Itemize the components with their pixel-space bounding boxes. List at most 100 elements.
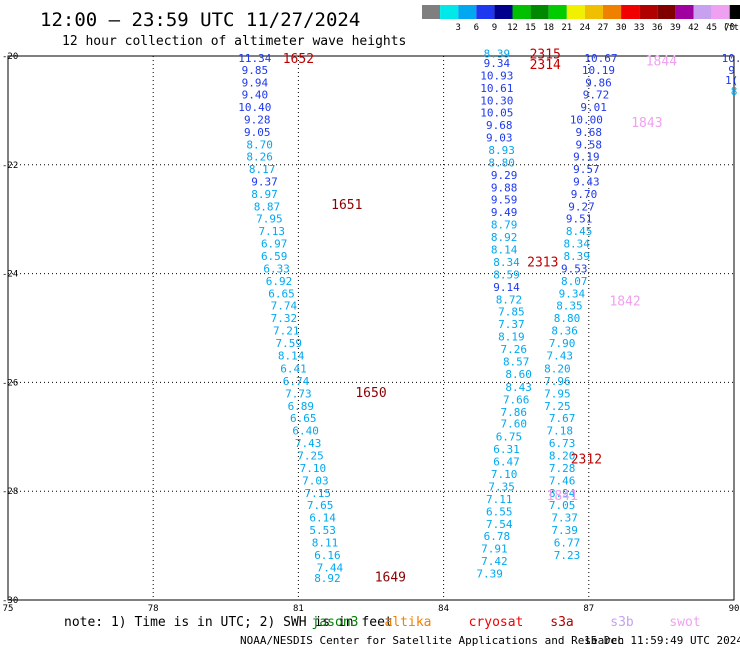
- legend-swatch: [494, 5, 513, 19]
- y-tick-label: -26: [2, 378, 18, 388]
- wave-height-value: 9.68: [486, 119, 513, 132]
- legend-label: 30: [616, 23, 627, 33]
- wave-height-value: 7.10: [300, 462, 327, 475]
- wave-height-value: 9.14: [493, 281, 520, 294]
- wave-height-value: 8.57: [503, 356, 530, 369]
- wave-height-value: 8.92: [314, 572, 341, 585]
- wave-height-value: 8.19: [498, 331, 525, 344]
- wave-height-value: 8.80: [554, 312, 581, 325]
- wave-height-value: 6.33: [263, 263, 290, 276]
- legend-label: 21: [561, 23, 572, 33]
- wave-height-value: 6.14: [309, 511, 336, 524]
- wave-height-value: 8.60: [505, 368, 532, 381]
- wave-height-value: 8.34: [493, 256, 520, 269]
- wave-height-value: 9.57: [573, 163, 600, 176]
- legend-label: 42: [688, 23, 699, 33]
- legend-swatch: [603, 5, 622, 19]
- wave-height-value: 6.73: [549, 437, 576, 450]
- wave-height-value: 7.85: [498, 306, 525, 319]
- wave-height-value: 7.66: [503, 393, 530, 406]
- wave-height-value: 9.70: [571, 188, 598, 201]
- wave-height-value: 6.89: [288, 400, 315, 413]
- wave-height-value: 10.30: [480, 95, 513, 108]
- pass-time-label: 1652: [283, 52, 314, 67]
- wave-height-value: 7.46: [549, 474, 576, 487]
- legend-label: 39: [670, 23, 681, 33]
- x-tick-label: 90: [729, 604, 740, 614]
- footer-credit: NOAA/NESDIS Center for Satellite Applica…: [240, 634, 624, 647]
- wave-height-value: 7.95: [544, 387, 571, 400]
- wave-height-value: 8.14: [491, 244, 518, 257]
- satellite-swot: swot: [669, 615, 700, 630]
- legend-swatch: [530, 5, 549, 19]
- satellite-s3a: s3a: [550, 615, 573, 630]
- wave-height-value: 7.39: [551, 524, 578, 537]
- wave-height-value: 7.65: [307, 499, 334, 512]
- legend-label: 3: [455, 23, 460, 33]
- wave-height-value: 9.40: [242, 89, 269, 102]
- wave-height-value: 6.75: [496, 430, 523, 443]
- legend-swatch: [693, 5, 712, 19]
- legend-swatch: [548, 5, 567, 19]
- legend-label: 15: [525, 23, 536, 33]
- satellite-s3b: s3b: [610, 615, 634, 630]
- wave-height-value: 10.: [722, 52, 740, 65]
- wave-height-value: 8.35: [556, 300, 583, 313]
- wave-height-value: 10.67: [584, 52, 617, 65]
- plot-frame: [7, 55, 735, 601]
- wave-height-value: 8.93: [488, 144, 515, 157]
- pass-time-label: 1843: [631, 116, 662, 131]
- wave-height-value: 8.45: [566, 225, 593, 238]
- wave-height-values: 11.349.859.949.4010.409.289.058.708.268.…: [238, 47, 740, 585]
- legend-swatch: [621, 5, 640, 19]
- wave-height-value: 7.25: [544, 400, 571, 413]
- legend-unit: (ft): [723, 23, 740, 33]
- wave-height-value: 7.13: [259, 225, 286, 238]
- wave-height-value: 9.28: [244, 114, 271, 127]
- legend-swatch: [476, 5, 495, 19]
- wave-height-value: 8.39: [563, 250, 590, 263]
- wave-height-value: 7.37: [498, 318, 525, 331]
- y-tick-label: -22: [2, 161, 18, 171]
- x-tick-label: 75: [3, 604, 14, 614]
- legend-swatch: [675, 5, 694, 19]
- wave-height-value: 8.94: [549, 487, 576, 500]
- wave-height-value: 10.40: [238, 101, 271, 114]
- legend-label: 45: [706, 23, 717, 33]
- legend-swatch: [512, 5, 531, 19]
- pass-time-label: 1649: [375, 571, 406, 586]
- wave-height-value: 6.97: [261, 238, 288, 251]
- wave-height-value: 9.49: [491, 206, 518, 219]
- wave-height-value: 9.29: [491, 169, 518, 182]
- wave-height-value: 6.41: [280, 362, 307, 375]
- y-tick-label: -28: [2, 487, 18, 497]
- y-tick-label: -30: [2, 596, 18, 606]
- legend-swatch: [566, 5, 585, 19]
- legend-label: 12: [507, 23, 518, 33]
- wave-height-value: 8: [731, 85, 738, 98]
- wave-height-value: 9.51: [566, 213, 593, 226]
- wave-height-value: 9.05: [244, 126, 271, 139]
- wave-height-value: 7.32: [271, 312, 298, 325]
- wave-height-value: 8.36: [551, 325, 578, 338]
- legend-label: 27: [598, 23, 609, 33]
- wave-height-value: 7.42: [481, 555, 508, 568]
- wave-height-value: 6.65: [290, 412, 317, 425]
- wave-height-value: 9.53: [561, 263, 588, 276]
- footer-timestamp: 15 Dec 11:59:49 UTC 2024: [584, 634, 740, 647]
- x-tick-label: 81: [293, 604, 304, 614]
- wave-height-value: 8.70: [246, 139, 273, 152]
- satellite-altika: altika: [385, 615, 432, 630]
- wave-height-value: 7.90: [549, 337, 576, 350]
- legend-label: 24: [579, 23, 590, 33]
- wave-height-value: 7.35: [488, 480, 515, 493]
- wave-height-value: 5.53: [309, 524, 336, 537]
- x-tick-label: 78: [148, 604, 159, 614]
- wave-height-value: 8.11: [312, 536, 339, 549]
- wave-height-value: 9.01: [580, 101, 607, 114]
- wave-height-value: 9.86: [585, 77, 612, 90]
- pass-time-label: 2313: [527, 256, 558, 271]
- wave-height-value: 9.37: [251, 176, 278, 189]
